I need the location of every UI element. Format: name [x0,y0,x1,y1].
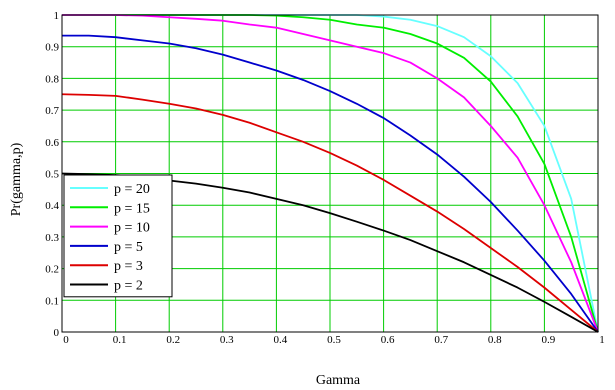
y-tick-label: 0.2 [45,264,59,276]
x-tick-label: 0.1 [113,334,127,346]
x-tick-labels: 0 0.1 0.2 0.3 0.4 0.5 0.6 0.7 0.8 0.9 1 [63,334,605,346]
x-tick-label: 0.6 [381,334,395,346]
x-tick-label: 0.5 [327,334,341,346]
x-tick-label: 0.8 [488,334,502,346]
y-tick-label: 1 [54,10,60,22]
legend-label: p = 15 [114,201,150,216]
legend: p = 20 p = 15 p = 10 p = 5 p = 3 p = 2 [63,174,173,298]
legend-label: p = 5 [114,240,143,255]
y-tick-label: 0.6 [45,137,59,149]
y-tick-label: 0.8 [45,73,59,85]
y-tick-label: 0.4 [45,200,59,212]
y-tick-label: 0.1 [45,295,59,307]
x-tick-label: 0.4 [274,334,288,346]
series-line [62,34,599,333]
y-axis-label: Pr(gamma,p) [9,142,24,216]
y-tick-label: 0.3 [45,232,59,244]
y-tick-label: 0.7 [45,105,59,117]
x-axis-label: Gamma [316,373,361,388]
series-line [61,93,599,333]
legend-box [63,174,173,298]
legend-label: p = 10 [114,221,150,236]
y-tick-labels: 0 0.1 0.2 0.3 0.4 0.5 0.6 0.7 0.8 0.9 1 [45,10,59,339]
series-line [62,14,599,333]
x-tick-label: 1 [599,334,605,346]
legend-label: p = 20 [114,182,150,197]
plot-frame [61,14,599,333]
x-tick-label: 0.2 [166,334,180,346]
legend-label: p = 2 [114,279,143,294]
x-tick-label: 0 [63,334,69,346]
y-tick-label: 0 [54,327,60,339]
y-tick-label: 0.9 [45,42,59,54]
y-tick-label: 0.5 [45,169,59,181]
x-tick-label: 0.9 [542,334,556,346]
legend-label: p = 3 [114,259,143,274]
x-tick-label: 0.3 [220,334,234,346]
x-tick-label: 0.7 [434,334,448,346]
